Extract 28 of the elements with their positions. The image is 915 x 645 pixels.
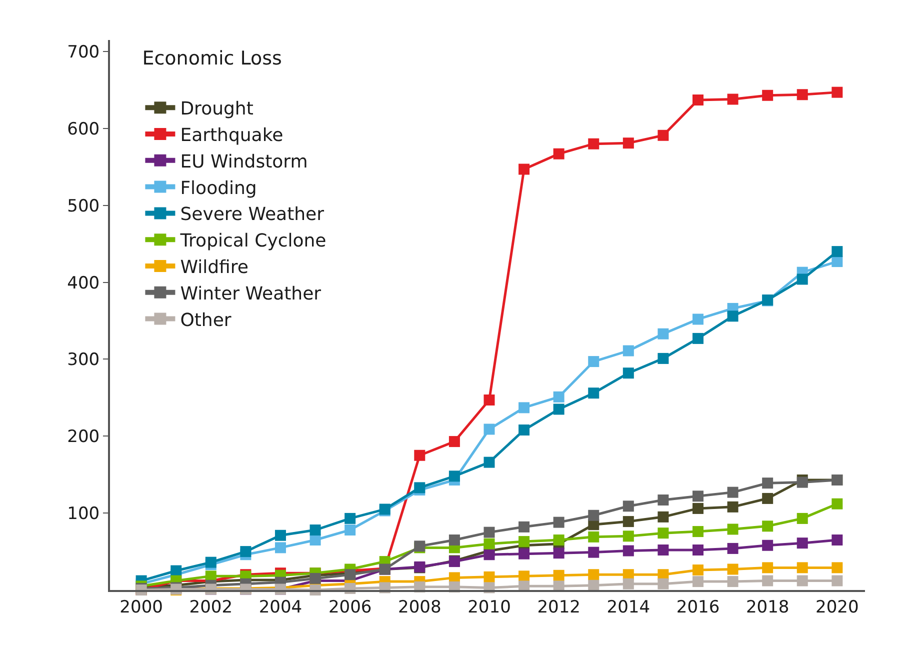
x-tick-label: 2008 [398, 597, 442, 618]
y-tick-label: 100 [67, 504, 100, 524]
x-tick-label: 2018 [746, 597, 790, 618]
legend-label: Flooding [180, 178, 257, 199]
x-tick-label: 2012 [537, 597, 580, 618]
legend-label: Drought [180, 98, 254, 120]
legend-label: EU Windstorm [180, 151, 308, 172]
x-tick-label: 2002 [189, 597, 233, 618]
x-tick-label: 2004 [258, 597, 302, 618]
legend-label: Winter Weather [180, 283, 322, 304]
legend-label: Other [180, 310, 232, 331]
x-tick-label: 2006 [328, 597, 372, 618]
y-tick-label: 600 [67, 119, 100, 140]
legend-title: Economic Loss [142, 48, 282, 70]
y-tick-label: 700 [67, 42, 100, 62]
y-tick-label: 500 [67, 196, 100, 216]
x-tick-label: 2016 [676, 597, 720, 618]
y-tick-label: 200 [67, 427, 100, 448]
x-tick-label: 2000 [120, 597, 163, 618]
y-tick-label: 400 [67, 273, 100, 294]
legend-label: Earthquake [180, 125, 284, 146]
legend-label: Wildfire [180, 257, 248, 278]
x-tick-label: 2020 [816, 597, 859, 618]
legend-label: Tropical Cyclone [179, 230, 326, 252]
legend-label: Severe Weather [180, 204, 325, 226]
x-tick-label: 2010 [468, 597, 511, 618]
y-tick-label: 300 [67, 350, 100, 370]
x-tick-label: 2014 [606, 597, 650, 618]
